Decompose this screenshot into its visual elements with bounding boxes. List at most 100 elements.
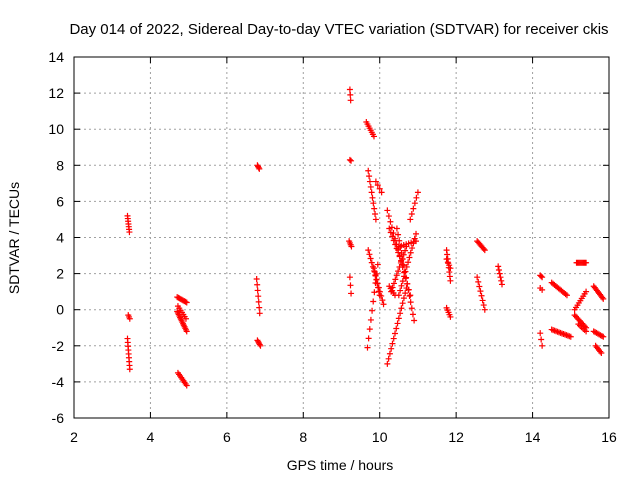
data-point [347, 282, 354, 289]
data-point [366, 173, 373, 180]
data-point [183, 382, 190, 389]
data-point [364, 344, 371, 351]
data-point [348, 157, 355, 164]
data-point [447, 265, 454, 272]
y-tick-label: 0 [56, 302, 64, 318]
data-point [255, 293, 262, 300]
data-point [370, 133, 377, 140]
data-point [365, 335, 372, 342]
data-point [369, 194, 376, 201]
data-point [563, 292, 570, 299]
data-point [256, 304, 263, 311]
data-point [385, 355, 392, 362]
data-point [406, 292, 413, 299]
data-point [400, 295, 407, 302]
x-tick-labels: 2 4 6 8 10 12 14 16 [70, 429, 617, 445]
data-point [387, 229, 394, 236]
x-tick-label: 4 [147, 429, 155, 445]
y-tick-label: 8 [56, 157, 64, 173]
y-tick-label: 14 [48, 49, 64, 65]
data-point [411, 317, 418, 324]
data-point [256, 341, 263, 348]
x-tick-label: 6 [223, 429, 231, 445]
y-axis-title: SDTVAR / TECUs [6, 182, 22, 294]
data-point [374, 261, 381, 268]
data-point [414, 189, 421, 196]
data-point [397, 287, 404, 294]
data-point [538, 273, 545, 280]
data-point [367, 183, 374, 190]
x-tick-label: 16 [601, 429, 617, 445]
data-point [495, 263, 502, 270]
data-point [402, 268, 409, 275]
y-tick-label: 2 [56, 266, 64, 282]
data-point [600, 295, 607, 302]
data-point [346, 156, 353, 163]
data-point [395, 292, 402, 299]
data-point [498, 277, 505, 284]
data-point [369, 307, 376, 314]
data-point [475, 278, 482, 285]
data-point [477, 288, 484, 295]
data-point [396, 237, 403, 244]
data-point [346, 86, 353, 93]
data-point [539, 342, 546, 349]
data-point [539, 286, 546, 293]
data-point [370, 200, 377, 207]
data-point [393, 225, 400, 232]
data-point [395, 268, 402, 275]
data-points [124, 86, 607, 389]
data-point [388, 224, 395, 231]
data-point [376, 292, 383, 299]
data-point [407, 216, 414, 223]
data-point [385, 213, 392, 220]
data-point [499, 281, 505, 288]
data-point [255, 164, 262, 171]
data-point [399, 255, 406, 262]
x-tick-label: 2 [70, 429, 78, 445]
y-tick-label: -2 [52, 338, 65, 354]
data-point [371, 205, 378, 212]
data-point [447, 313, 454, 320]
data-point [182, 315, 189, 322]
data-point [374, 280, 381, 287]
y-tick-label: 4 [56, 230, 64, 246]
data-point [384, 207, 391, 214]
data-point [384, 360, 391, 367]
data-point [410, 205, 417, 212]
data-point [390, 237, 397, 244]
data-point [370, 265, 377, 272]
data-point [600, 333, 607, 340]
data-point [399, 278, 406, 285]
data-point [369, 263, 376, 270]
data-point [537, 330, 544, 337]
data-point [413, 238, 420, 245]
data-point [390, 280, 397, 287]
data-point [403, 285, 410, 292]
data-point [366, 251, 373, 258]
data-point [389, 284, 396, 291]
data-point [395, 231, 402, 238]
data-point [371, 289, 378, 296]
data-point [380, 301, 387, 308]
data-point [390, 335, 397, 342]
data-point [562, 291, 569, 298]
grid [74, 57, 609, 418]
data-point [408, 211, 415, 218]
data-point [256, 165, 263, 172]
data-point [407, 292, 414, 299]
data-point [598, 333, 605, 340]
y-tick-label: -6 [52, 410, 65, 426]
data-point [407, 249, 414, 256]
data-point [583, 288, 590, 295]
data-point [480, 245, 487, 252]
data-point [126, 229, 133, 236]
data-point [392, 241, 399, 248]
axis-ticks [73, 56, 610, 419]
y-tick-labels: -6 -4 -2 0 2 4 6 8 10 12 14 [48, 49, 64, 426]
data-point [388, 288, 395, 295]
data-point [346, 274, 353, 281]
data-point [365, 167, 372, 174]
data-point [399, 300, 406, 307]
y-tick-label: 6 [56, 193, 64, 209]
